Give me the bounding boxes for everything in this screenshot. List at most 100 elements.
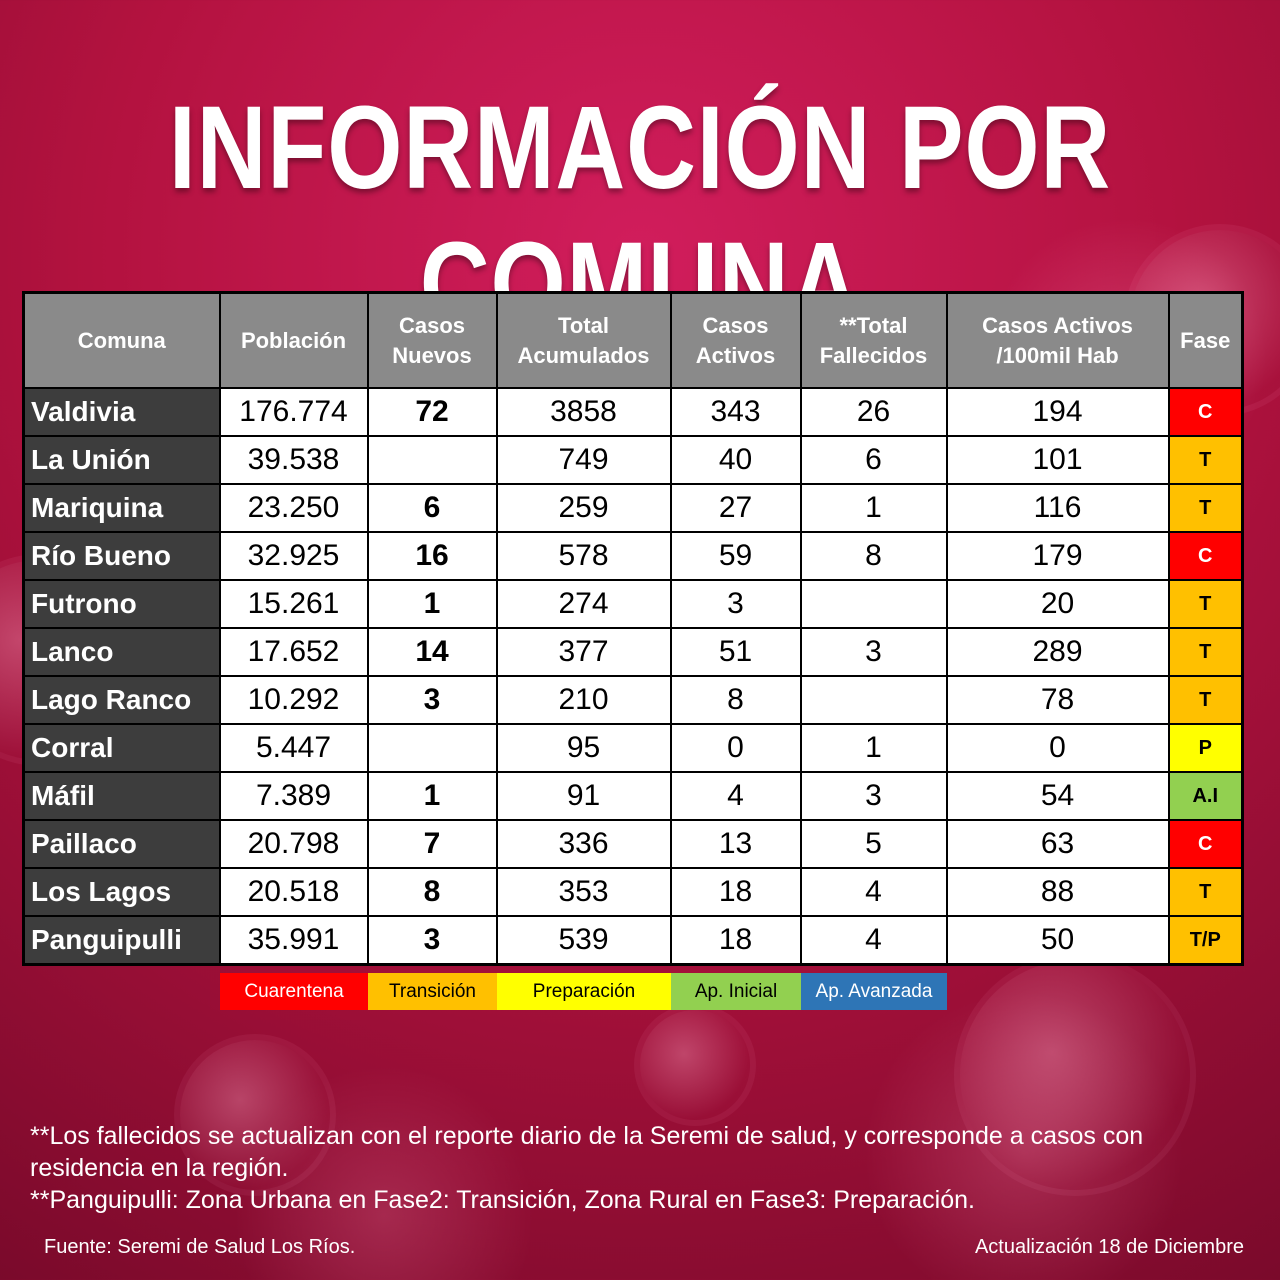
cell-acumulados: 353: [495, 867, 672, 917]
cell-nuevos: 16: [366, 531, 498, 581]
cell-comuna: Los Lagos: [22, 867, 221, 917]
comuna-table: Comuna Población Casos Nuevos Total Acumulado…: [22, 291, 1244, 966]
update-date: Actualización 18 de Diciembre: [974, 1236, 1244, 1258]
cell-fallecidos: [799, 675, 948, 725]
table-header-row: Comuna Población Casos Nuevos Total Acumulado…: [22, 291, 1244, 389]
cell-poblacion: 5.447: [218, 723, 369, 773]
cell-fase: T: [1167, 867, 1244, 917]
cell-comuna: Mariquina: [22, 483, 221, 533]
table-row: Panguipulli 35.991 3 539 18 4 50 T/P: [22, 915, 1244, 966]
cell-nuevos: 7: [366, 819, 498, 869]
cell-nuevos: 8: [366, 867, 498, 917]
cell-comuna: Futrono: [22, 579, 221, 629]
cell-activos: 18: [669, 915, 802, 966]
cell-nuevos: 3: [366, 915, 498, 966]
cell-fase: C: [1167, 531, 1244, 581]
cell-fallecidos: 1: [799, 483, 948, 533]
cell-nuevos: 1: [366, 771, 498, 821]
legend-item: Ap. Avanzada: [801, 973, 947, 1010]
legend-item: Cuarentena: [220, 973, 368, 1010]
cell-poblacion: 7.389: [218, 771, 369, 821]
cell-fase: T: [1167, 483, 1244, 533]
cell-comuna: Corral: [22, 723, 221, 773]
cell-acumulados: 578: [495, 531, 672, 581]
cell-nuevos: 6: [366, 483, 498, 533]
column-header-line: Comuna: [77, 327, 166, 353]
cell-fase: C: [1167, 819, 1244, 869]
cell-nuevos: 72: [366, 387, 498, 437]
cell-fase: C: [1167, 387, 1244, 437]
cell-poblacion: 20.518: [218, 867, 369, 917]
cell-fallecidos: 6: [799, 435, 948, 485]
table-row: Lanco 17.652 14 377 51 3 289 T: [22, 627, 1244, 677]
cell-por100mil: 88: [945, 867, 1170, 917]
cell-fase: T/P: [1167, 915, 1244, 966]
table-row: Mariquina 23.250 6 259 27 1 116 T: [22, 483, 1244, 533]
cell-por100mil: 78: [945, 675, 1170, 725]
column-header: Fase: [1167, 291, 1244, 389]
cell-fase: T: [1167, 579, 1244, 629]
cell-comuna: Valdivia: [22, 387, 221, 437]
cell-fase: T: [1167, 435, 1244, 485]
table-row: Valdivia 176.774 72 3858 343 26 194 C: [22, 387, 1244, 437]
column-header-line: Población: [240, 327, 347, 353]
table-row: Paillaco 20.798 7 336 13 5 63 C: [22, 819, 1244, 869]
cell-acumulados: 749: [495, 435, 672, 485]
cell-comuna: Paillaco: [22, 819, 221, 869]
cell-activos: 343: [669, 387, 802, 437]
virus-decoration: [180, 1040, 330, 1190]
footnote-panguipulli: **Panguipulli: Zona Urbana en Fase2: Tra…: [30, 1186, 975, 1214]
cell-activos: 8: [669, 675, 802, 725]
column-header-line: Casos Activos: [982, 312, 1133, 338]
cell-nuevos: [366, 435, 498, 485]
footnotes: **Los fallecidos se actualizan con el re…: [30, 1120, 1250, 1216]
legend-item: Transición: [368, 973, 497, 1010]
cell-acumulados: 377: [495, 627, 672, 677]
cell-por100mil: 54: [945, 771, 1170, 821]
cell-poblacion: 176.774: [218, 387, 369, 437]
table-row: Lago Ranco 10.292 3 210 8 78 T: [22, 675, 1244, 725]
cell-activos: 40: [669, 435, 802, 485]
table-row: La Unión 39.538 749 40 6 101 T: [22, 435, 1244, 485]
cell-fase: P: [1167, 723, 1244, 773]
cell-fallecidos: 26: [799, 387, 948, 437]
cell-poblacion: 35.991: [218, 915, 369, 966]
column-header: Casos Activos: [669, 291, 802, 389]
legend-item: Preparación: [497, 973, 671, 1010]
cell-fallecidos: 1: [799, 723, 948, 773]
cell-nuevos: 3: [366, 675, 498, 725]
table-row: Río Bueno 32.925 16 578 59 8 179 C: [22, 531, 1244, 581]
cell-acumulados: 95: [495, 723, 672, 773]
page-title: INFORMACIÓN POR COMUNA: [168, 82, 1112, 350]
virus-decoration: [640, 1010, 750, 1120]
cell-fallecidos: 4: [799, 867, 948, 917]
table-row: Máfil 7.389 1 91 4 3 54 A.I: [22, 771, 1244, 821]
column-header-line: Casos: [398, 312, 466, 338]
cell-comuna: La Unión: [22, 435, 221, 485]
column-header-line: /100mil Hab: [996, 342, 1119, 368]
cell-nuevos: [366, 723, 498, 773]
cell-fallecidos: 4: [799, 915, 948, 966]
cell-fallecidos: 5: [799, 819, 948, 869]
cell-por100mil: 50: [945, 915, 1170, 966]
cell-fallecidos: 8: [799, 531, 948, 581]
cell-por100mil: 289: [945, 627, 1170, 677]
cell-activos: 13: [669, 819, 802, 869]
cell-activos: 0: [669, 723, 802, 773]
cell-poblacion: 20.798: [218, 819, 369, 869]
cell-comuna: Lago Ranco: [22, 675, 221, 725]
cell-acumulados: 3858: [495, 387, 672, 437]
cell-por100mil: 20: [945, 579, 1170, 629]
cell-por100mil: 194: [945, 387, 1170, 437]
cell-por100mil: 0: [945, 723, 1170, 773]
cell-fallecidos: 3: [799, 627, 948, 677]
column-header-line: **Total: [839, 312, 908, 338]
virus-decoration: [960, 960, 1190, 1190]
cell-poblacion: 23.250: [218, 483, 369, 533]
cell-activos: 51: [669, 627, 802, 677]
cell-activos: 59: [669, 531, 802, 581]
cell-fase: T: [1167, 675, 1244, 725]
column-header-line: Total: [558, 312, 609, 338]
column-header-line: Casos: [702, 312, 769, 338]
cell-poblacion: 15.261: [218, 579, 369, 629]
